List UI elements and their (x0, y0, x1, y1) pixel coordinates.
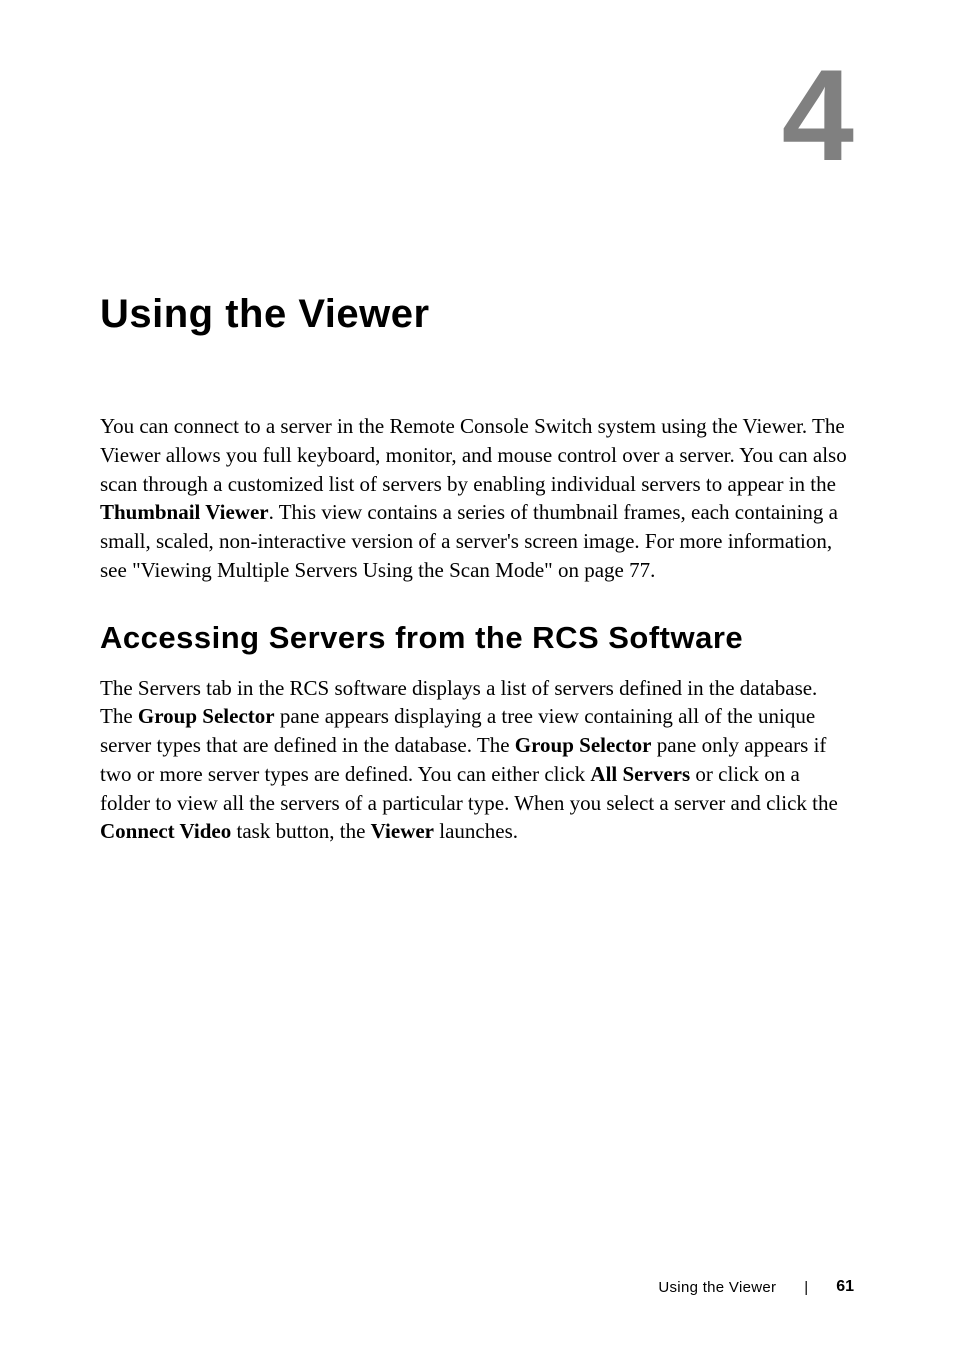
section-bold-2: Group Selector (515, 733, 652, 757)
footer-page-number: 61 (836, 1278, 854, 1296)
section-text-6: launches. (434, 819, 518, 843)
intro-text-1: You can connect to a server in the Remot… (100, 414, 847, 496)
section-paragraph: The Servers tab in the RCS software disp… (100, 674, 854, 847)
section-text-5: task button, the (231, 819, 370, 843)
intro-bold-1: Thumbnail Viewer (100, 500, 269, 524)
section-bold-4: Connect Video (100, 819, 231, 843)
section-bold-5: Viewer (371, 819, 434, 843)
page-footer: Using the Viewer | 61 (658, 1278, 854, 1296)
page-container: 4 Using the Viewer You can connect to a … (0, 0, 954, 1351)
section-heading: Accessing Servers from the RCS Software (100, 620, 854, 656)
footer-section-name: Using the Viewer (658, 1279, 776, 1296)
footer-divider: | (804, 1279, 808, 1296)
intro-paragraph: You can connect to a server in the Remot… (100, 412, 854, 585)
chapter-number: 4 (782, 50, 854, 180)
chapter-title: Using the Viewer (100, 292, 854, 337)
section-bold-1: Group Selector (138, 704, 275, 728)
section-bold-3: All Servers (590, 762, 690, 786)
